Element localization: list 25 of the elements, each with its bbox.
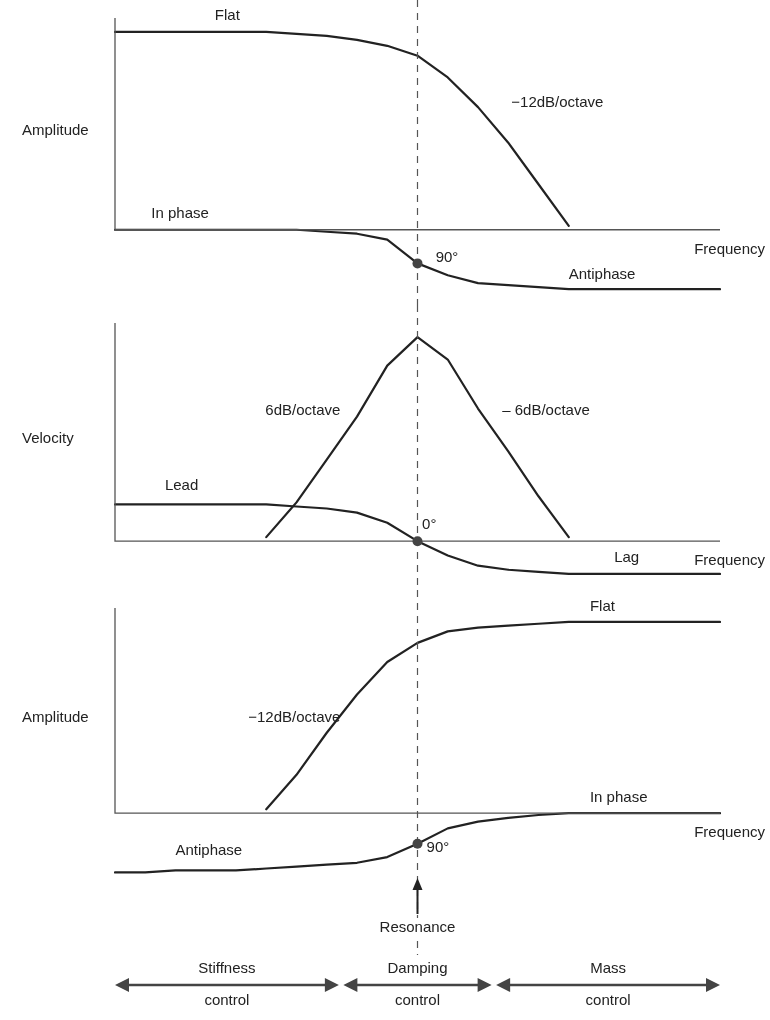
y-axis-title: Amplitude [22, 707, 89, 725]
annotation: Lead [164, 476, 199, 494]
text: Resonance [379, 918, 456, 936]
annotation: Antiphase [175, 841, 243, 859]
annotation: Antiphase [568, 265, 636, 283]
annotation: 90° [426, 837, 450, 855]
x-axis-title: Frequency [694, 551, 766, 569]
text: Flat [214, 6, 241, 24]
annotation: 90° [435, 247, 459, 265]
text: Mass control [585, 959, 631, 1009]
annotation: In phase [151, 204, 209, 222]
annotation: −12dB/octave [248, 707, 341, 725]
annotation: 6dB/octave [265, 400, 341, 418]
text: Flat [589, 596, 616, 614]
annotation: −12dB/octave [511, 93, 604, 111]
annotation: 0° [422, 514, 437, 532]
x-axis-title: Frequency [694, 239, 766, 257]
y-axis-title: Velocity [22, 429, 75, 447]
annotation: Lag [614, 547, 640, 565]
annotation: – 6dB/octave [502, 400, 590, 418]
y-axis-title: Amplitude [22, 120, 89, 138]
text: Damping control [387, 959, 448, 1009]
text: Stiffness control [198, 959, 256, 1009]
x-axis-title: Frequency [694, 823, 766, 841]
annotation: In phase [589, 787, 648, 805]
